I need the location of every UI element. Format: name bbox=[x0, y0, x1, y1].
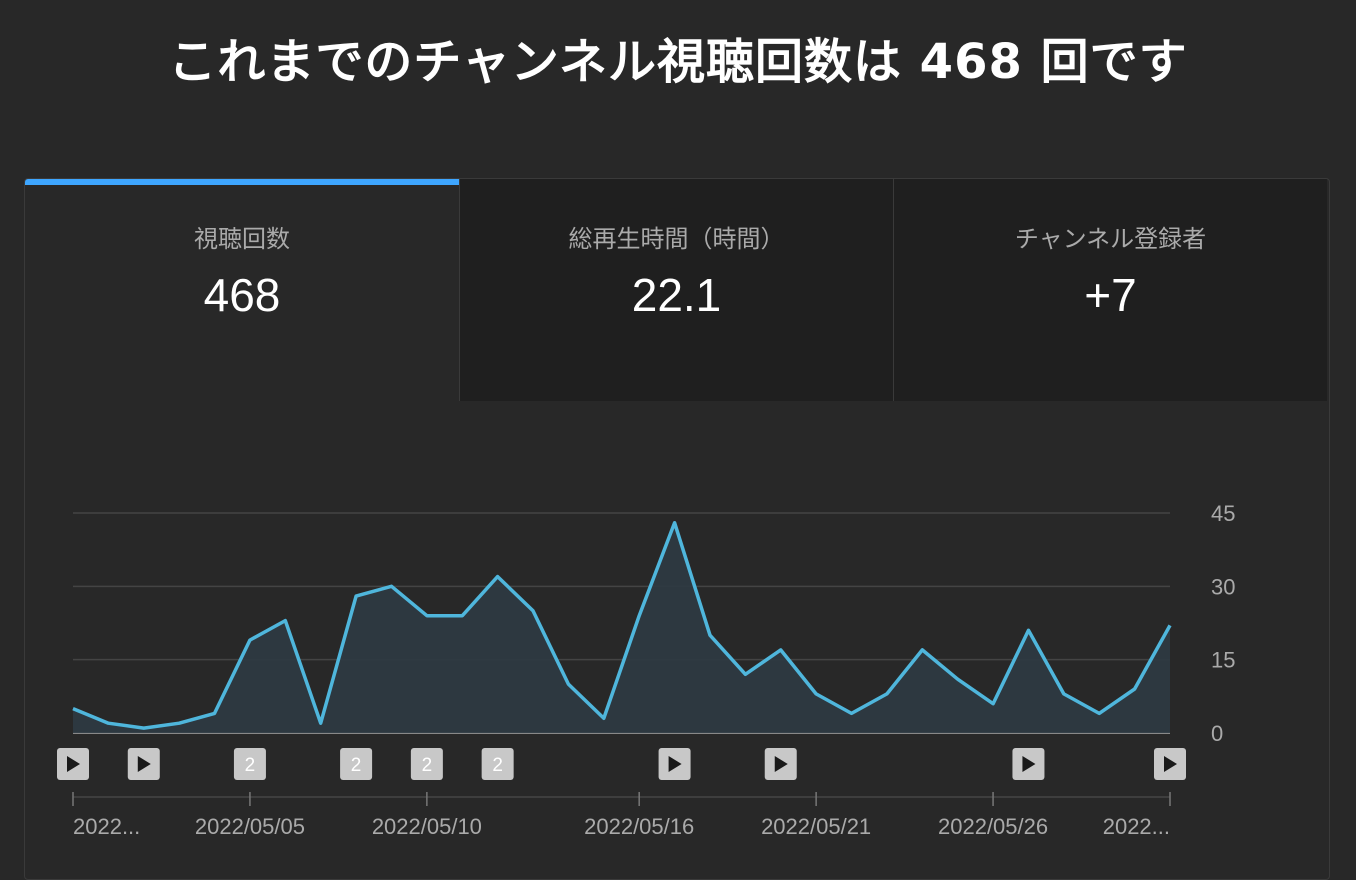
data-point bbox=[707, 632, 713, 638]
data-point bbox=[636, 613, 642, 619]
data-point bbox=[530, 608, 536, 614]
data-point bbox=[424, 613, 430, 619]
data-point bbox=[849, 710, 855, 716]
data-point bbox=[353, 593, 359, 599]
data-point bbox=[919, 647, 925, 653]
video-count-marker[interactable] bbox=[340, 748, 373, 780]
views-chart: 0 15 30 45 2 2 2 2 2022... 2022/05/05 2022/05/10 20… bbox=[57, 501, 1235, 839]
video-count-marker[interactable] bbox=[233, 748, 266, 780]
tab-watch-time[interactable]: 総再生時間（時間） 22.1 bbox=[459, 179, 893, 401]
data-point bbox=[813, 691, 819, 697]
x-tick-label: 2022/05/16 bbox=[584, 814, 694, 839]
data-point bbox=[212, 710, 218, 716]
x-tick-label: 2022/05/26 bbox=[938, 814, 1048, 839]
tab-subscribers-label: チャンネル登録者 bbox=[1014, 225, 1207, 253]
y-tick-label-30: 30 bbox=[1211, 574, 1235, 599]
data-point bbox=[388, 583, 394, 589]
data-point bbox=[459, 613, 465, 619]
data-point bbox=[884, 691, 890, 697]
data-point bbox=[1096, 710, 1102, 716]
data-point bbox=[742, 671, 748, 677]
x-tick-label: 2022/05/05 bbox=[195, 814, 305, 839]
data-point bbox=[1167, 622, 1173, 628]
x-tick-label: 2022/05/10 bbox=[372, 814, 482, 839]
play-icon bbox=[774, 756, 788, 772]
views-line bbox=[72, 521, 1172, 730]
data-point bbox=[672, 520, 678, 526]
data-point bbox=[105, 720, 111, 726]
video-count-label: 2 bbox=[422, 755, 433, 776]
data-point bbox=[778, 647, 784, 653]
play-icon bbox=[1022, 756, 1036, 772]
play-icon bbox=[137, 756, 151, 772]
data-point bbox=[601, 715, 607, 721]
data-point bbox=[247, 637, 253, 643]
y-tick-label-45: 45 bbox=[1211, 501, 1235, 526]
play-icon bbox=[1164, 756, 1177, 772]
data-point bbox=[176, 720, 182, 726]
data-point bbox=[141, 725, 147, 731]
tab-watch-time-value: 22.1 bbox=[631, 269, 722, 321]
play-icon bbox=[668, 756, 682, 772]
play-icon bbox=[67, 756, 80, 772]
x-tick-label: 2022... bbox=[73, 814, 140, 839]
data-point bbox=[318, 720, 324, 726]
data-point bbox=[70, 706, 76, 712]
y-tick-label-0: 0 bbox=[1211, 721, 1223, 746]
views-area bbox=[73, 522, 1170, 733]
data-point bbox=[955, 676, 961, 682]
video-count-label: 2 bbox=[492, 755, 503, 776]
data-point bbox=[1025, 627, 1031, 633]
data-point bbox=[495, 574, 501, 580]
page-title: これまでのチャンネル視聴回数は 468 回です bbox=[168, 34, 1188, 90]
tab-views-label: 視聴回数 bbox=[194, 225, 290, 253]
data-point bbox=[282, 618, 288, 624]
tab-subscribers[interactable]: チャンネル登録者 +7 bbox=[893, 179, 1327, 401]
tab-views-value: 468 bbox=[203, 269, 281, 321]
video-count-label: 2 bbox=[245, 755, 256, 776]
tab-subscribers-value: +7 bbox=[1084, 269, 1137, 321]
y-tick-label-15: 15 bbox=[1211, 648, 1235, 673]
video-count-marker[interactable] bbox=[410, 748, 443, 780]
tab-views[interactable]: 視聴回数 468 bbox=[25, 179, 459, 401]
video-count-label: 2 bbox=[351, 755, 362, 776]
video-count-marker[interactable] bbox=[481, 748, 514, 780]
data-point bbox=[565, 681, 571, 687]
data-point bbox=[1132, 686, 1138, 692]
x-tick-label: 2022/05/21 bbox=[761, 814, 871, 839]
data-point bbox=[1061, 691, 1067, 697]
x-tick-label: 2022... bbox=[1103, 814, 1170, 839]
data-point bbox=[990, 701, 996, 707]
tab-watch-time-label: 総再生時間（時間） bbox=[568, 225, 785, 253]
metric-tabs: 視聴回数 468 総再生時間（時間） 22.1 チャンネル登録者 +7 bbox=[25, 179, 1329, 401]
